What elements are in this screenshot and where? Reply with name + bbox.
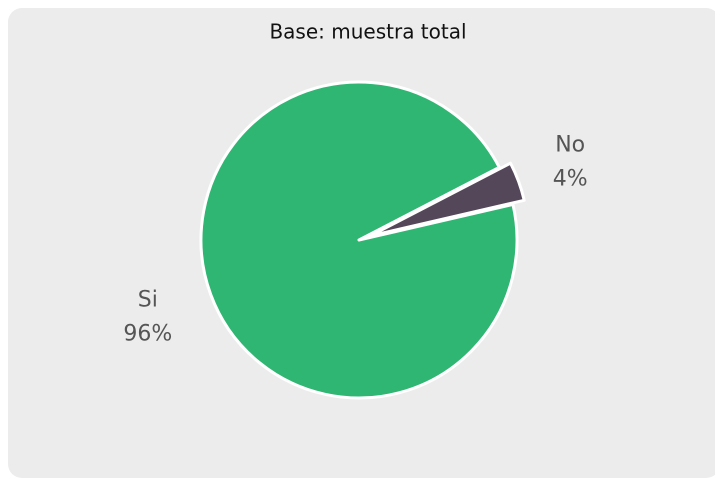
slice-label: No [555,132,585,157]
slice-label: Si [138,288,158,313]
slice-value-label: 4% [553,166,588,191]
pie-slice [199,80,519,400]
slice-value-label: 96% [123,322,172,347]
chart-title: Base: muestra total [269,20,466,44]
pie-slice [368,161,526,238]
